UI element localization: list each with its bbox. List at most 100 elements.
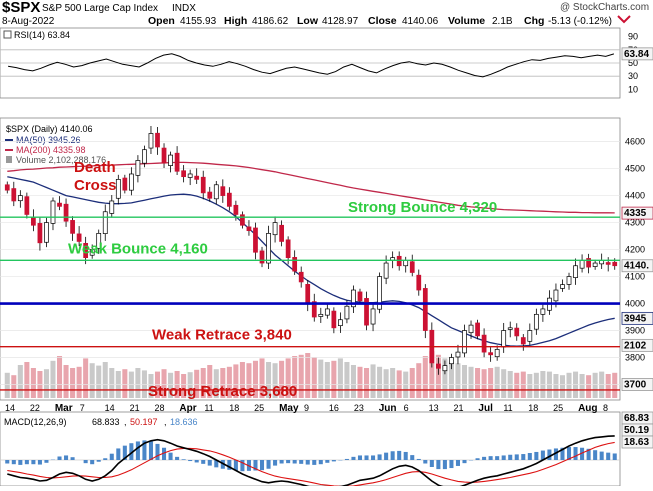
macd-histogram-bar (462, 460, 466, 463)
candle-body (253, 228, 257, 252)
candle-body (560, 285, 564, 289)
level-label: Strong Retrace 3,680 (148, 383, 297, 400)
macd-histogram-bar (391, 451, 395, 460)
candle-body (410, 262, 414, 273)
volume-bar (83, 358, 88, 398)
candle-body (528, 331, 532, 342)
volume-bar (351, 365, 356, 398)
x-tick-label: Jul (478, 403, 493, 414)
candle-body (306, 284, 310, 303)
volume-bar (482, 369, 487, 398)
rsi-tag-label: 63.84 (624, 49, 649, 60)
price-tick-label: 4100 (625, 272, 645, 282)
macd-histogram-bar (547, 450, 551, 461)
right-tag-label: 4140. (624, 261, 649, 272)
macd-histogram-bar (38, 460, 42, 465)
macd-histogram-bar (306, 460, 310, 465)
candle-body (182, 171, 186, 177)
annotation-death: Death (74, 159, 116, 176)
x-tick-label: 8 (603, 403, 608, 413)
macd-histogram-bar (521, 454, 525, 460)
macd-histogram-bar (423, 460, 427, 464)
candle-body (541, 309, 545, 314)
x-tick-label: Mar (55, 403, 73, 414)
macd-sep-2: , (164, 417, 167, 427)
candle-body (332, 311, 336, 328)
volume-bar (50, 361, 55, 398)
candle-body (175, 153, 179, 171)
volume-bar (57, 356, 62, 398)
macd-histogram-bar (325, 460, 329, 463)
x-tick-label: 9 (304, 403, 309, 413)
x-tick-label: 11 (503, 403, 512, 413)
macd-histogram-bar (18, 460, 22, 465)
macd-tag-label: 50.19 (624, 425, 649, 436)
candle-body (567, 277, 571, 285)
level-label: Weak Retrace 3,840 (152, 327, 292, 344)
legend-ma200: MA(200) 4335.98 (16, 145, 86, 155)
macd-histogram-bar (449, 460, 453, 468)
close-label: Close (368, 15, 397, 27)
volume-bar (371, 364, 376, 398)
volume-bar (469, 367, 474, 398)
macd-histogram-bar (273, 460, 277, 466)
volume-bar (416, 363, 421, 398)
candle-body (476, 323, 480, 336)
macd-histogram-bar (97, 460, 101, 462)
macd-histogram-bar (600, 452, 604, 460)
volume-bar (44, 369, 49, 398)
macd-histogram-bar (57, 457, 61, 461)
candle-body (25, 197, 29, 215)
volume-bar (514, 373, 519, 398)
macd-histogram-bar (319, 460, 323, 464)
volume-bar (344, 362, 349, 398)
x-tick-label: 13 (429, 403, 439, 413)
candle-body (280, 225, 284, 241)
legend-volume-swatch (6, 156, 12, 163)
candle-body (293, 257, 297, 271)
candle-body (521, 338, 525, 344)
x-tick-label: 16 (329, 403, 339, 413)
price-tick-label: 4000 (625, 299, 645, 309)
macd-histogram-bar (71, 457, 75, 460)
candle-body (495, 349, 499, 356)
macd-histogram-bar (534, 452, 538, 460)
macd-histogram-bar (508, 455, 512, 460)
macd-histogram-bar (103, 458, 107, 460)
candle-body (404, 260, 408, 265)
macd-histogram-bar (44, 460, 48, 463)
volume-bar (410, 368, 415, 398)
symbol: $SPX (2, 0, 40, 16)
candle-body (574, 266, 578, 278)
x-tick-label: 14 (105, 403, 115, 413)
chg-value: -5.13 (-0.12%) (548, 16, 612, 27)
macd-histogram-bar (476, 458, 480, 460)
x-tick-label: 23 (354, 403, 364, 413)
candle-body (580, 260, 584, 268)
volume-bar (305, 353, 310, 398)
volume-bar (586, 375, 591, 398)
macd-histogram-bar (332, 460, 336, 461)
candle-body (201, 177, 205, 193)
macd-label: MACD(12,26,9) (4, 417, 67, 427)
x-tick-label: 28 (155, 403, 165, 413)
volume-bar (90, 363, 95, 398)
volume-bar (5, 373, 10, 398)
candle-body (188, 174, 192, 178)
candle-body (116, 179, 120, 198)
candle-body (71, 220, 75, 233)
volume-bar (357, 367, 362, 398)
x-tick-label: Aug (578, 403, 597, 414)
x-tick-label: 21 (130, 403, 140, 413)
candle-body (319, 314, 323, 316)
candle-body (240, 215, 244, 226)
macd-histogram-bar (64, 455, 68, 460)
date: 8-Aug-2022 (2, 16, 55, 27)
macd-histogram-bar (149, 441, 153, 460)
macd-histogram-bar (175, 457, 179, 460)
volume-bar (11, 375, 16, 398)
candle-body (436, 364, 440, 368)
candle-body (247, 227, 251, 231)
candle-body (267, 233, 271, 263)
